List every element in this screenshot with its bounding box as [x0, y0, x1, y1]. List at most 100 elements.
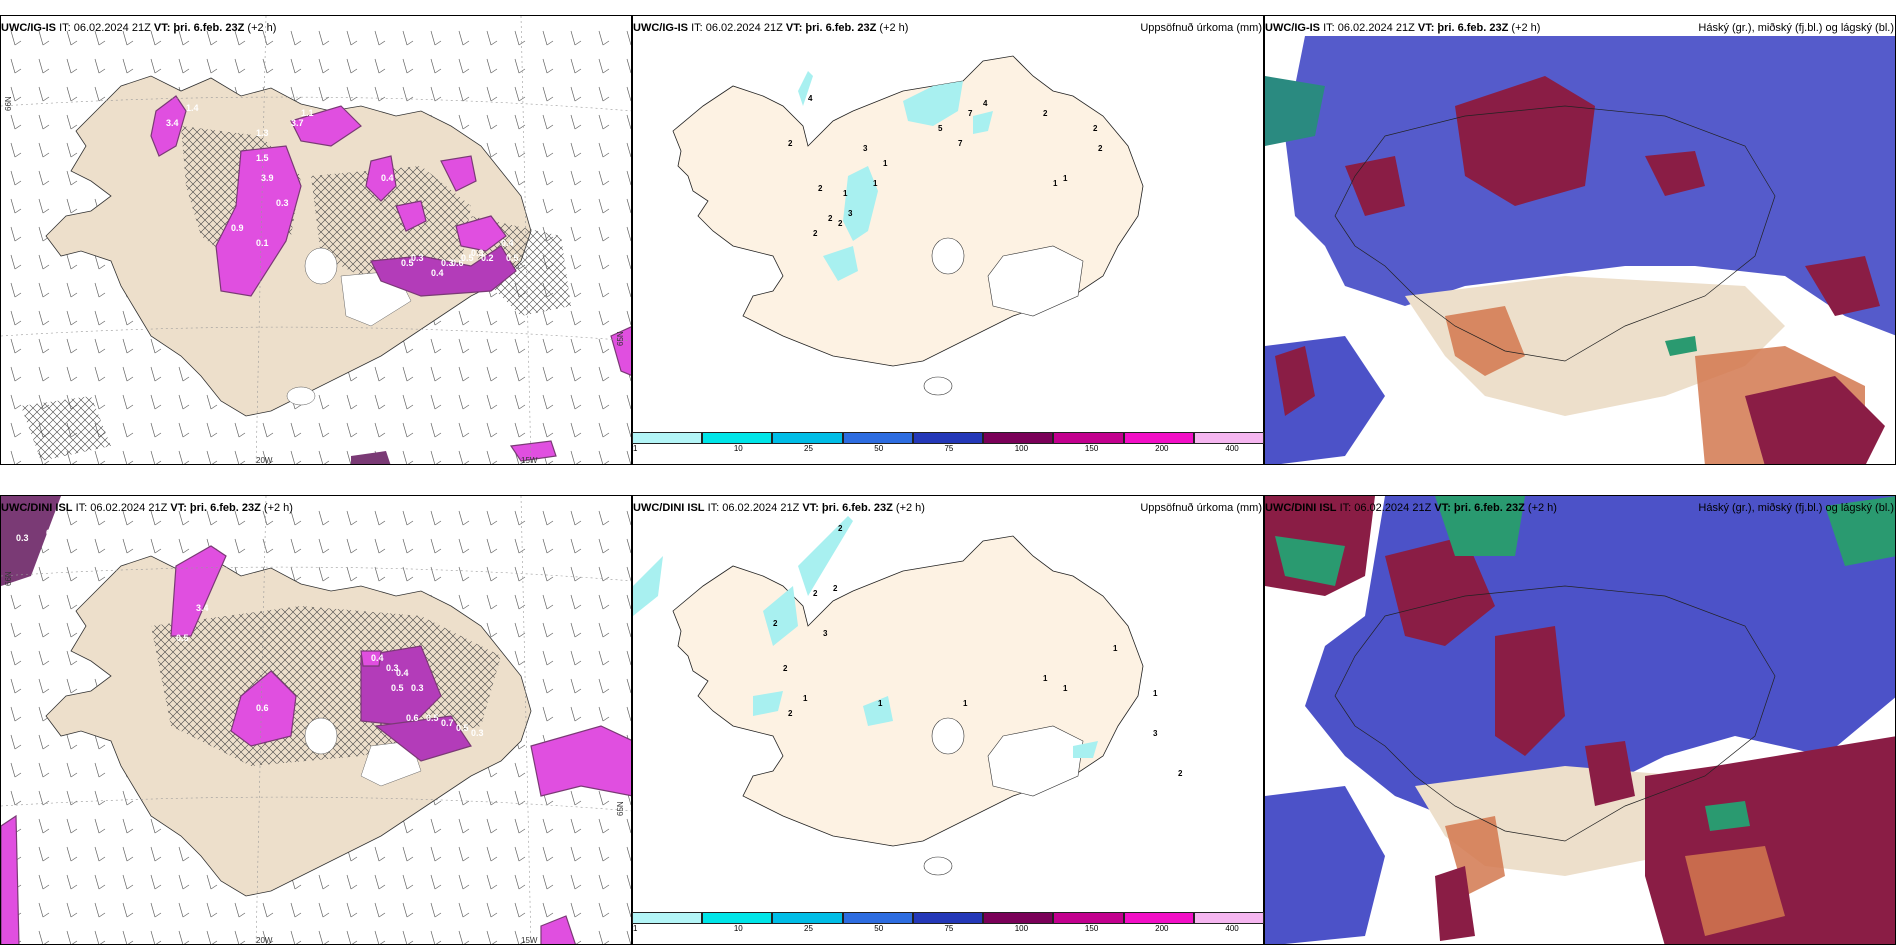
colorbar-swatch	[1053, 432, 1124, 444]
colorbar-swatch	[842, 432, 913, 444]
colorbar-swatch	[1053, 912, 1124, 924]
colorbar-tick: 100	[1014, 924, 1029, 933]
model-name: UWC/IG-IS	[1265, 22, 1320, 34]
panel-title-bot-mid: UWC/DINI ISL IT: 06.02.2024 21Z VT: þri.…	[632, 502, 1264, 520]
field-title: Háský (gr.), miðský (fj.bl.) og lágský (…	[1698, 502, 1894, 514]
value-label: 0.3	[441, 258, 454, 268]
value-label: 2	[783, 664, 788, 673]
value-label: 0.5	[391, 683, 404, 693]
model-name: UWC/DINI ISL	[633, 502, 705, 514]
vt-label: VT:	[1417, 22, 1435, 34]
precip-map: 2 2 2 2 3 2 1 2 1 1 1 1 1 1 3 2	[633, 496, 1263, 944]
value-label: 0.6	[451, 258, 464, 268]
vt-label: VT:	[170, 502, 187, 514]
value-label: 3	[823, 629, 828, 638]
value-label: 7	[958, 139, 963, 148]
value-label: 2	[818, 184, 823, 193]
value-label: 1	[1153, 689, 1158, 698]
value-label: 0.5	[401, 258, 414, 268]
value-label: 0.3	[471, 728, 484, 738]
value-label: 3.4	[196, 603, 209, 613]
value-label: 0.3	[46, 528, 59, 538]
init-time: IT: 06.02.2024 21Z	[1323, 22, 1415, 34]
colorbar-swatch	[702, 912, 773, 924]
colorbar-swatch	[1123, 432, 1194, 444]
vt-label: VT:	[153, 22, 171, 34]
field-title: Uppsöfnuð úrkoma (mm)	[1140, 22, 1262, 34]
value-label: 1	[963, 699, 968, 708]
value-label: 1	[873, 179, 878, 188]
value-label: 2	[773, 619, 778, 628]
value-label: 3.9	[261, 173, 274, 183]
lead-time: (+2 h)	[1511, 22, 1541, 34]
wind-precip-map: 0.3 0.33.40.50.60.40.30.40.5 0.30.6 0.5 0.7 0…	[1, 496, 631, 944]
value-label: 2	[838, 219, 843, 228]
value-label: 0.6	[256, 703, 269, 713]
value-label: 4	[983, 99, 988, 108]
colorbar-swatch	[983, 432, 1054, 444]
panel-title-top-mid: UWC/IG-IS IT: 06.02.2024 21Z VT: þri. 6.…	[632, 22, 1264, 40]
model-name: UWC/IG-IS	[1, 22, 56, 34]
lead-time: (+2 h)	[895, 502, 925, 514]
value-label: 3	[863, 144, 868, 153]
map-panel-top-left: 1.1 3.7 1.3 3.9 0.9 0.3 0.4 1.5 3.4 1.4 0.1 0.5 0.3 0…	[0, 15, 632, 465]
value-label: 2	[1043, 109, 1048, 118]
colorbar-tick: 75	[944, 924, 954, 933]
colorbar-tick: 150	[1084, 444, 1099, 453]
value-label: 5	[938, 124, 943, 133]
field-title: Uppsöfnuð úrkoma (mm)	[1140, 502, 1262, 514]
value-label: 3	[1153, 729, 1158, 738]
colorbar-swatch	[912, 912, 984, 924]
value-label: 0.5	[461, 253, 474, 263]
colorbar-tick: 150	[1084, 924, 1099, 933]
value-label: 0.4	[371, 653, 384, 663]
value-label: 0.6	[406, 713, 419, 723]
lat-label: 66N	[4, 571, 13, 586]
colorbar-swatch	[772, 912, 843, 924]
colorbar-swatch	[632, 432, 703, 444]
colorbar-tick: 25	[804, 924, 813, 933]
field-title: Háský (gr.), miðský (fj.bl.) og lágský (…	[1698, 22, 1894, 34]
colorbar-swatch	[1123, 912, 1194, 924]
value-label: 1	[878, 699, 883, 708]
value-label: 2	[788, 709, 793, 718]
value-label: 1	[803, 694, 808, 703]
value-label: 2	[838, 524, 843, 533]
cloud-map	[1265, 16, 1895, 464]
map-panel-bot-mid: 2 2 2 2 3 2 1 2 1 1 1 1 1 1 3 2	[632, 495, 1264, 945]
colorbar-tick: 10	[733, 924, 743, 933]
valid-time: þri. 6.feb. 23Z	[1437, 22, 1509, 34]
value-label: 0.9	[231, 223, 244, 233]
precip-colorbar: 1 10 25 50 75 100 150 200 400	[632, 912, 1264, 933]
value-label: 2	[1178, 769, 1183, 778]
value-label: 0.5	[426, 713, 439, 723]
value-label: 0.4	[431, 268, 444, 278]
value-label: 1	[1053, 179, 1058, 188]
value-label: 0.5	[506, 253, 519, 263]
valid-time: þri. 6.feb. 23Z	[173, 22, 245, 34]
valid-time: þri. 6.feb. 23Z	[821, 502, 893, 514]
value-label: 1	[883, 159, 888, 168]
panel-title-bot-right: UWC/DINI ISL IT: 06.02.2024 21Z VT: þri.…	[1264, 502, 1896, 520]
value-label: 1	[843, 189, 848, 198]
value-label: 0.3	[411, 683, 424, 693]
value-label: 2	[1098, 144, 1103, 153]
lon-label: 15W	[521, 456, 538, 465]
value-label: 4	[808, 94, 813, 103]
value-label: 0.3	[276, 198, 289, 208]
lead-time: (+2 h)	[263, 502, 293, 514]
map-panel-top-right	[1264, 15, 1896, 465]
colorbar-tick: 200	[1155, 444, 1169, 453]
colorbar-tick: 50	[874, 924, 884, 933]
init-time: IT: 06.02.2024 21Z	[707, 502, 800, 514]
lat-label: 65N	[616, 801, 625, 816]
valid-time: þri. 6.feb. 23Z	[805, 22, 877, 34]
value-label: 7	[968, 109, 973, 118]
value-label: 0.3	[16, 533, 29, 543]
value-label: 0.2	[481, 253, 494, 263]
model-name: UWC/IG-IS	[633, 22, 688, 34]
map-panel-bot-left: 0.3 0.3 3.4 0.5 0.6 0.4 0.3 0.4 0.5 0.3 0.6 0.5 0.7 0…	[0, 495, 632, 945]
colorbar-swatch	[912, 432, 984, 444]
init-time: IT: 06.02.2024 21Z	[59, 22, 151, 34]
value-label: 3.7	[291, 118, 304, 128]
